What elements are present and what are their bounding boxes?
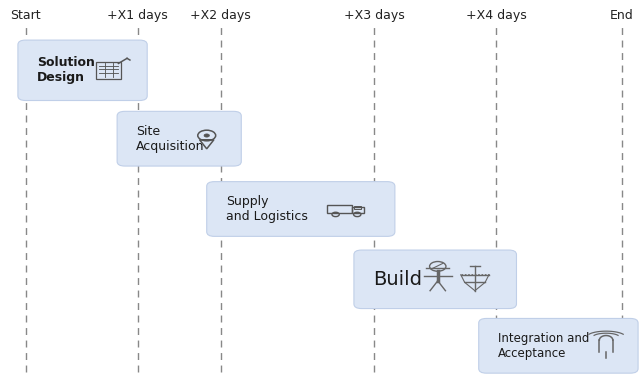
- FancyBboxPatch shape: [207, 182, 395, 236]
- Text: Solution
Design: Solution Design: [37, 56, 95, 84]
- FancyBboxPatch shape: [354, 250, 516, 309]
- Text: Build: Build: [373, 270, 422, 289]
- FancyBboxPatch shape: [479, 318, 638, 373]
- Text: +X4 days: +X4 days: [466, 9, 526, 22]
- FancyBboxPatch shape: [18, 40, 147, 101]
- FancyBboxPatch shape: [117, 111, 241, 166]
- Text: Supply
and Logistics: Supply and Logistics: [226, 195, 308, 223]
- Text: +X1 days: +X1 days: [108, 9, 168, 22]
- Text: +X2 days: +X2 days: [191, 9, 251, 22]
- Circle shape: [204, 134, 209, 137]
- Text: Site
Acquisition: Site Acquisition: [136, 125, 205, 153]
- Text: Integration and
Acceptance: Integration and Acceptance: [498, 332, 589, 360]
- Text: +X3 days: +X3 days: [344, 9, 404, 22]
- Text: End: End: [610, 9, 634, 22]
- Text: Start: Start: [10, 9, 41, 22]
